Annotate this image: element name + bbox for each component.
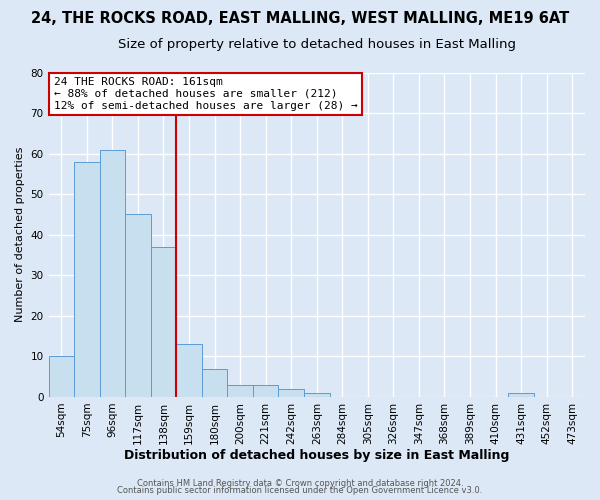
Bar bbox=[176, 344, 202, 397]
Bar bbox=[100, 150, 125, 397]
Text: 24 THE ROCKS ROAD: 161sqm
← 88% of detached houses are smaller (212)
12% of semi: 24 THE ROCKS ROAD: 161sqm ← 88% of detac… bbox=[54, 78, 358, 110]
Text: Contains HM Land Registry data © Crown copyright and database right 2024.: Contains HM Land Registry data © Crown c… bbox=[137, 478, 463, 488]
Bar bbox=[125, 214, 151, 397]
Bar bbox=[278, 389, 304, 397]
Bar bbox=[508, 393, 534, 397]
Bar bbox=[74, 162, 100, 397]
X-axis label: Distribution of detached houses by size in East Malling: Distribution of detached houses by size … bbox=[124, 450, 509, 462]
Title: Size of property relative to detached houses in East Malling: Size of property relative to detached ho… bbox=[118, 38, 516, 51]
Bar bbox=[202, 368, 227, 397]
Bar bbox=[49, 356, 74, 397]
Bar bbox=[304, 393, 329, 397]
Bar bbox=[151, 247, 176, 397]
Bar bbox=[253, 385, 278, 397]
Bar bbox=[227, 385, 253, 397]
Text: 24, THE ROCKS ROAD, EAST MALLING, WEST MALLING, ME19 6AT: 24, THE ROCKS ROAD, EAST MALLING, WEST M… bbox=[31, 11, 569, 26]
Text: Contains public sector information licensed under the Open Government Licence v3: Contains public sector information licen… bbox=[118, 486, 482, 495]
Y-axis label: Number of detached properties: Number of detached properties bbox=[15, 147, 25, 322]
